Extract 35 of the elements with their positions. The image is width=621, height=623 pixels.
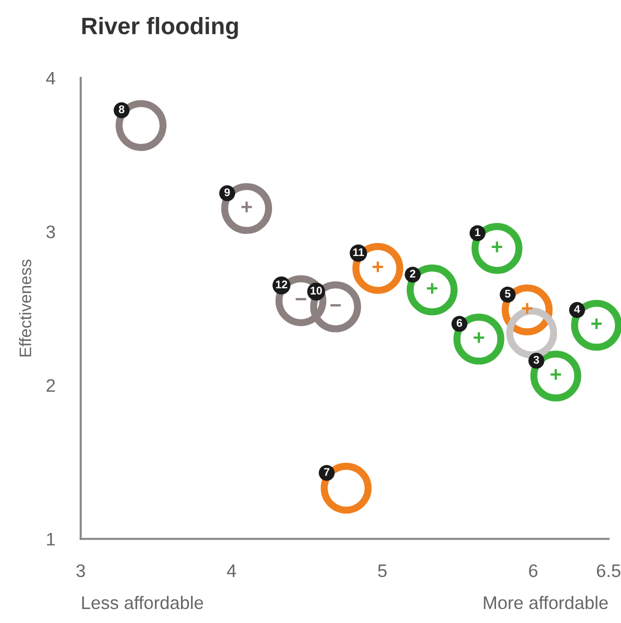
- data-label: −: [296, 298, 306, 300]
- y-tick-label: 1: [47, 533, 55, 546]
- data-label: +: [426, 283, 438, 294]
- x-tick-label: 5: [378, 564, 387, 578]
- annotation: 4: [574, 305, 580, 313]
- data-label: +: [591, 318, 602, 330]
- annotation: 8: [118, 105, 124, 114]
- x-tick-label: 6.5: [596, 564, 620, 578]
- text: More affordable: [484, 596, 608, 610]
- data-label: +: [522, 303, 532, 314]
- annotation: 11: [353, 248, 364, 256]
- y-tick-label: 3: [46, 225, 55, 238]
- x-tick-label: 3: [76, 564, 85, 578]
- data-label: −: [330, 304, 341, 306]
- annotation: 10: [310, 286, 322, 295]
- annotation: 9: [224, 188, 230, 196]
- y-tick-label: 4: [46, 72, 56, 84]
- data-label: +: [550, 369, 562, 380]
- x-tick-label: 4: [226, 564, 236, 577]
- data-label: +: [372, 262, 384, 272]
- annotation: 3: [534, 356, 540, 364]
- annotation: 7: [324, 468, 330, 476]
- x-tick-label: 6: [529, 564, 538, 578]
- annotation: 6: [456, 318, 462, 327]
- text: Less affordable: [82, 596, 204, 610]
- y-tick-label: 2: [46, 379, 55, 392]
- data-label: +: [241, 202, 252, 212]
- annotation: 12: [276, 280, 288, 288]
- data-label: +: [474, 332, 484, 343]
- data-label: +: [492, 242, 502, 252]
- chart-title: River flooding: [82, 16, 238, 40]
- annotation: 5: [504, 290, 510, 298]
- annotation: 1: [475, 228, 480, 236]
- annotation: 2: [410, 270, 416, 278]
- y-axis-title: Effectiveness: [19, 260, 32, 356]
